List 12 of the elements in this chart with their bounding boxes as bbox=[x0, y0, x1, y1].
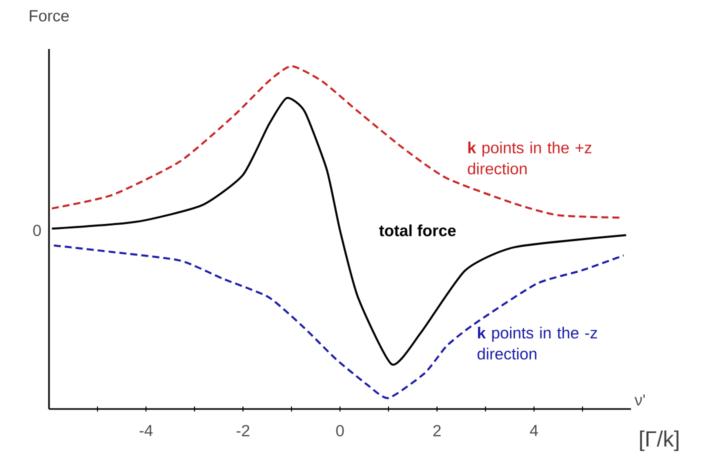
text: ν' bbox=[634, 394, 645, 406]
series-label: k points in the -z direction bbox=[478, 326, 598, 360]
y-axis-title: Force bbox=[30, 10, 69, 22]
text: total force bbox=[379, 224, 456, 236]
text: 0 bbox=[33, 224, 41, 236]
series-label: k points in the +z direction bbox=[468, 142, 592, 174]
x-tick-label: 4 bbox=[530, 425, 538, 436]
x-tick-label: -4 bbox=[140, 425, 153, 436]
x-tick-label: 0 bbox=[336, 425, 344, 436]
x-axis-title: [Γ/k] bbox=[640, 430, 678, 452]
x-tick-label: 2 bbox=[433, 425, 441, 436]
x-tick-label: -2 bbox=[236, 425, 250, 436]
